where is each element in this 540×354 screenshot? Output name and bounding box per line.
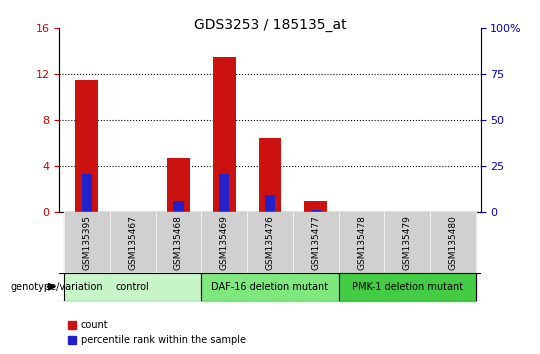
Text: GSM135477: GSM135477 [311, 215, 320, 270]
Bar [82, 175, 92, 212]
Bar [201, 273, 339, 301]
Bar [76, 80, 98, 212]
Bar [247, 212, 293, 273]
Text: PMK-1 deletion mutant: PMK-1 deletion mutant [352, 282, 463, 292]
Text: GDS3253 / 185135_at: GDS3253 / 185135_at [194, 18, 346, 32]
Bar [265, 195, 275, 212]
Bar [384, 212, 430, 273]
Bar [173, 201, 184, 212]
Text: GSM135479: GSM135479 [403, 215, 412, 270]
Bar [110, 212, 156, 273]
Bar [64, 212, 110, 273]
Text: GSM135478: GSM135478 [357, 215, 366, 270]
Text: GSM135468: GSM135468 [174, 215, 183, 270]
Bar [219, 175, 230, 212]
Bar [305, 201, 327, 212]
Text: control: control [116, 282, 150, 292]
Bar [310, 210, 321, 212]
Bar [64, 273, 201, 301]
Text: GSM135480: GSM135480 [449, 215, 457, 270]
Bar [430, 212, 476, 273]
Bar [201, 212, 247, 273]
Text: GSM135395: GSM135395 [83, 215, 91, 270]
Bar [339, 212, 384, 273]
Text: DAF-16 deletion mutant: DAF-16 deletion mutant [212, 282, 328, 292]
Bar [339, 273, 476, 301]
Bar [259, 138, 281, 212]
Bar [213, 57, 235, 212]
Bar [167, 158, 190, 212]
Text: genotype/variation: genotype/variation [11, 282, 104, 292]
Bar [156, 212, 201, 273]
Text: GSM135476: GSM135476 [266, 215, 274, 270]
Text: GSM135469: GSM135469 [220, 215, 229, 270]
Legend: count, percentile rank within the sample: count, percentile rank within the sample [64, 316, 249, 349]
Bar [293, 212, 339, 273]
Text: GSM135467: GSM135467 [128, 215, 137, 270]
